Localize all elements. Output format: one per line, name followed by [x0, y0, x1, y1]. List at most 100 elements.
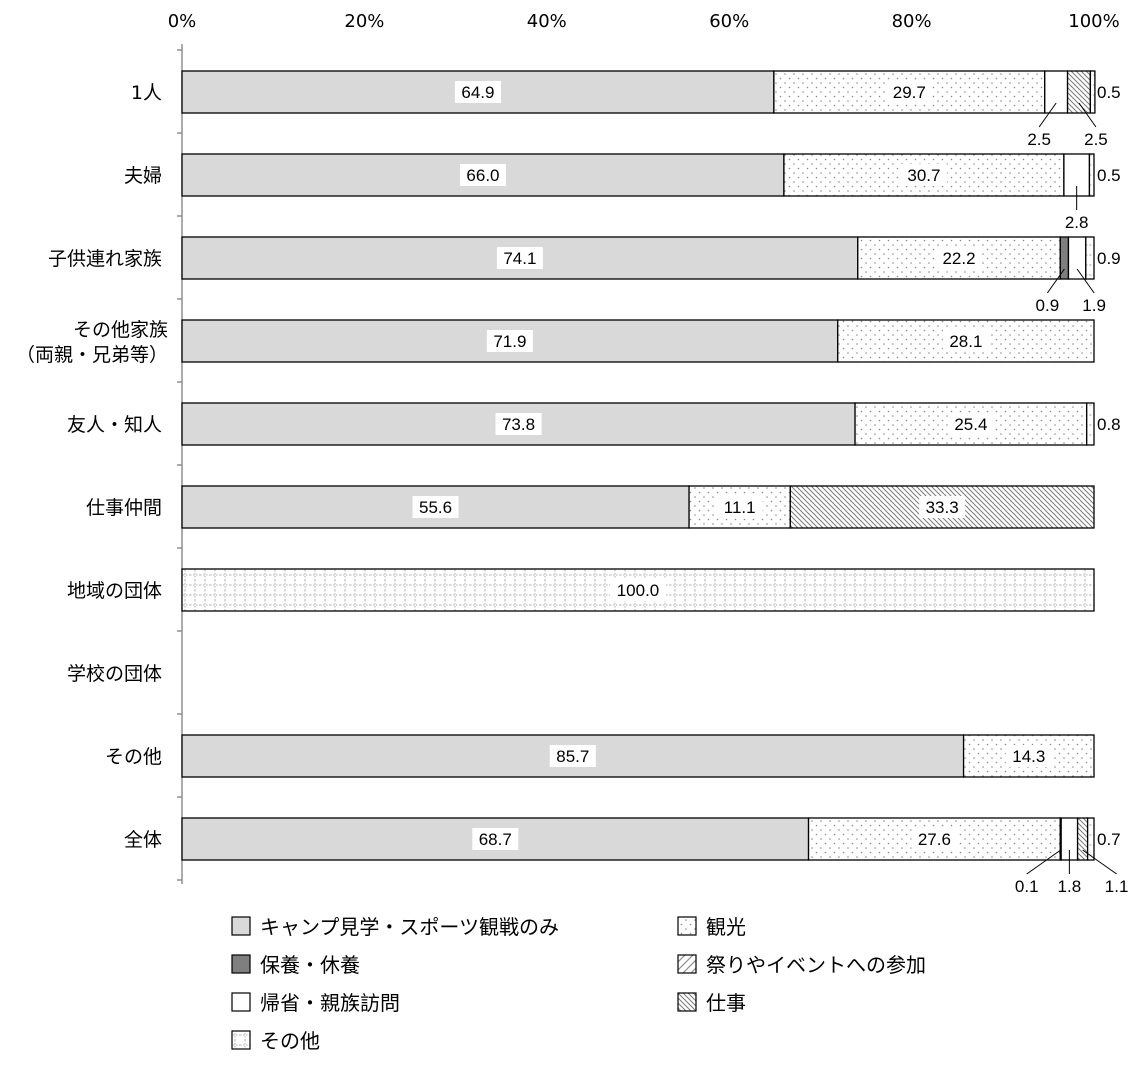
leader-line: [1076, 268, 1095, 294]
bar-segment: [1044, 70, 1069, 114]
legend-label: キャンプ見学・スポーツ観戦のみ: [260, 915, 559, 939]
category-label: 友人・知人: [67, 414, 162, 436]
bar-segment: [1067, 236, 1087, 280]
bars: [181, 70, 1096, 861]
data-label: 0.5: [1097, 83, 1121, 102]
category-label-line: 全体: [124, 829, 162, 851]
leader-line: [1082, 849, 1117, 875]
category-label: 1人: [131, 82, 162, 104]
data-label: 22.2: [942, 249, 975, 268]
legend-label: 祭りやイベントへの参加: [706, 953, 926, 977]
data-label: 73.8: [502, 415, 535, 434]
legend-label: 仕事: [706, 991, 746, 1015]
data-label-bg: [936, 247, 983, 269]
data-label: 74.1: [503, 249, 536, 268]
data-label: 2.5: [1084, 130, 1108, 149]
data-label: 66.0: [466, 166, 499, 185]
data-label-bg: [947, 413, 994, 435]
legend-swatch: [677, 992, 697, 1012]
data-label: 0.9: [1097, 249, 1121, 268]
data-label: 27.6: [918, 830, 951, 849]
legend-swatch: [677, 916, 697, 936]
data-label: 0.8: [1097, 415, 1121, 434]
data-label-bg: [495, 413, 542, 435]
data-label: 25.4: [954, 415, 987, 434]
data-label-bg: [454, 81, 501, 103]
data-label-bg: [942, 330, 989, 352]
x-tick-label: 60%: [709, 11, 749, 32]
data-label-bg: [412, 496, 459, 518]
x-tick-label: 100%: [1068, 11, 1119, 32]
data-label-bg: [1005, 745, 1052, 767]
category-label-line: 仕事仲間: [86, 497, 162, 519]
category-label-line: 友人・知人: [67, 414, 162, 436]
data-label-bg: [919, 496, 966, 518]
data-labels: 64.9 29.7 0.5 2.5 2.5 66.0 30.7 0.5 2.8 74.1 22.2 0…: [412, 81, 1129, 896]
data-label: 0.7: [1097, 830, 1121, 849]
bar-segment: [1076, 817, 1089, 861]
leader-line: [1078, 102, 1097, 128]
data-label: 14.3: [1012, 747, 1045, 766]
x-tick-label: 20%: [344, 11, 384, 32]
data-label: 33.3: [926, 498, 959, 517]
bar-segment: [789, 485, 1095, 529]
data-label: 0.1: [1015, 877, 1039, 896]
data-label: 1.9: [1082, 296, 1106, 315]
data-label-bg: [472, 828, 519, 850]
category-label: 夫婦: [124, 165, 162, 187]
category-label-line: その他: [105, 746, 162, 768]
category-label-line: その他家族: [73, 319, 168, 341]
category-label: 全体: [124, 829, 162, 851]
data-label: 0.5: [1097, 166, 1121, 185]
data-label: 2.5: [1027, 130, 1051, 149]
legend-label: 保養・休養: [260, 953, 360, 977]
x-tick-label: 0%: [168, 11, 197, 32]
legend-label: 観光: [706, 915, 746, 939]
data-label: 1.8: [1058, 877, 1082, 896]
legend-label: その他: [260, 1029, 320, 1053]
category-label-line: 夫婦: [124, 165, 162, 187]
data-label-bg: [900, 164, 947, 186]
data-label-bg: [486, 330, 533, 352]
data-label-bg: [459, 164, 506, 186]
category-label-line: 学校の団体: [67, 663, 162, 685]
leader-line: [1046, 268, 1065, 294]
data-label-bg: [716, 496, 763, 518]
data-label-bg: [886, 81, 933, 103]
category-label: その他家族 （両親・兄弟等）: [16, 319, 168, 366]
data-label: 71.9: [493, 332, 526, 351]
category-label: 学校の団体: [67, 663, 162, 685]
data-label: 30.7: [907, 166, 940, 185]
legend-swatch: [231, 954, 251, 974]
legend-label: 帰省・親族訪問: [260, 991, 400, 1015]
data-label: 68.7: [479, 830, 512, 849]
bar-segment: [1089, 70, 1096, 114]
data-label-bg: [610, 579, 666, 601]
data-label-bg: [911, 828, 958, 850]
category-label: 地域の団体: [67, 580, 162, 602]
legend-swatch: [231, 1030, 251, 1050]
leader-line: [1026, 849, 1062, 875]
data-label: 64.9: [461, 83, 494, 102]
data-label: 1.1: [1105, 877, 1129, 896]
data-label-bg: [496, 247, 543, 269]
data-label: 11.1: [724, 498, 756, 517]
category-label-line: 1人: [131, 82, 162, 104]
data-label: 55.6: [419, 498, 452, 517]
category-label: その他: [105, 746, 162, 768]
data-label: 28.1: [949, 332, 982, 351]
data-label: 29.7: [893, 83, 926, 102]
bar-segment: [1086, 817, 1095, 861]
category-label: 子供連れ家族: [48, 248, 162, 270]
x-tick-label: 80%: [892, 11, 932, 32]
data-label-bg: [549, 745, 596, 767]
data-label: 0.9: [1036, 296, 1060, 315]
legend-swatch: [677, 954, 697, 974]
x-tick-label: 40%: [527, 11, 567, 32]
category-label: 仕事仲間: [86, 497, 162, 519]
data-label: 85.7: [556, 747, 589, 766]
bar-segment: [1085, 236, 1095, 280]
bar-segment: [1088, 153, 1095, 197]
